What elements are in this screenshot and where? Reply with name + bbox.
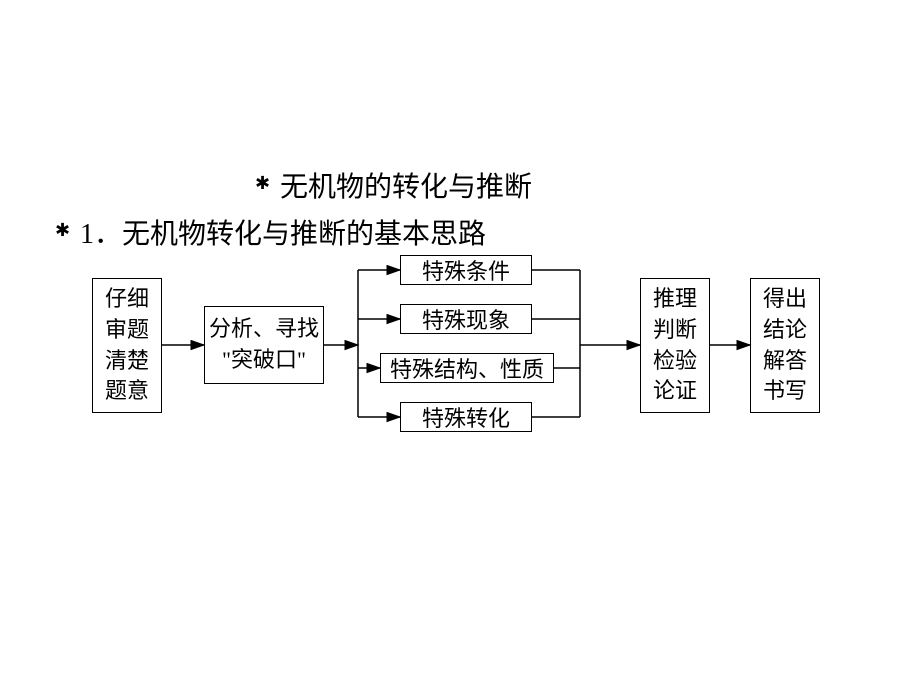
flowchart-edges bbox=[0, 0, 920, 690]
slide-canvas: ✱ 无机物的转化与推断 ✱ 1．无机物转化与推断的基本思路 仔细 审题 清楚 题… bbox=[0, 0, 920, 690]
